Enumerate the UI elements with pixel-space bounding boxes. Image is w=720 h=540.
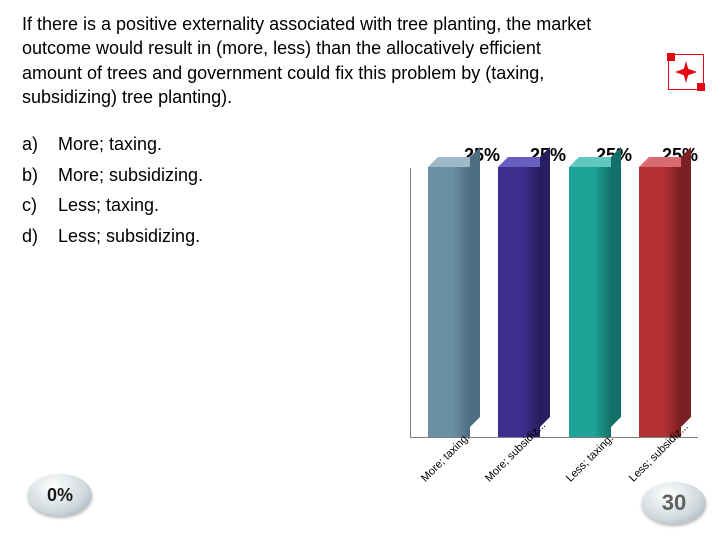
bar-3 [639,167,681,437]
bar-2 [569,167,611,437]
question-text: If there is a positive externality assoc… [22,12,592,109]
bar-1 [498,167,540,437]
countdown-badge: 30 [642,482,706,524]
slide: If there is a positive externality assoc… [0,0,720,540]
clicker-emblem-icon [668,54,704,90]
zero-percent-badge: 0% [28,474,92,516]
bar-0 [428,167,470,437]
bar-chart [410,168,698,438]
